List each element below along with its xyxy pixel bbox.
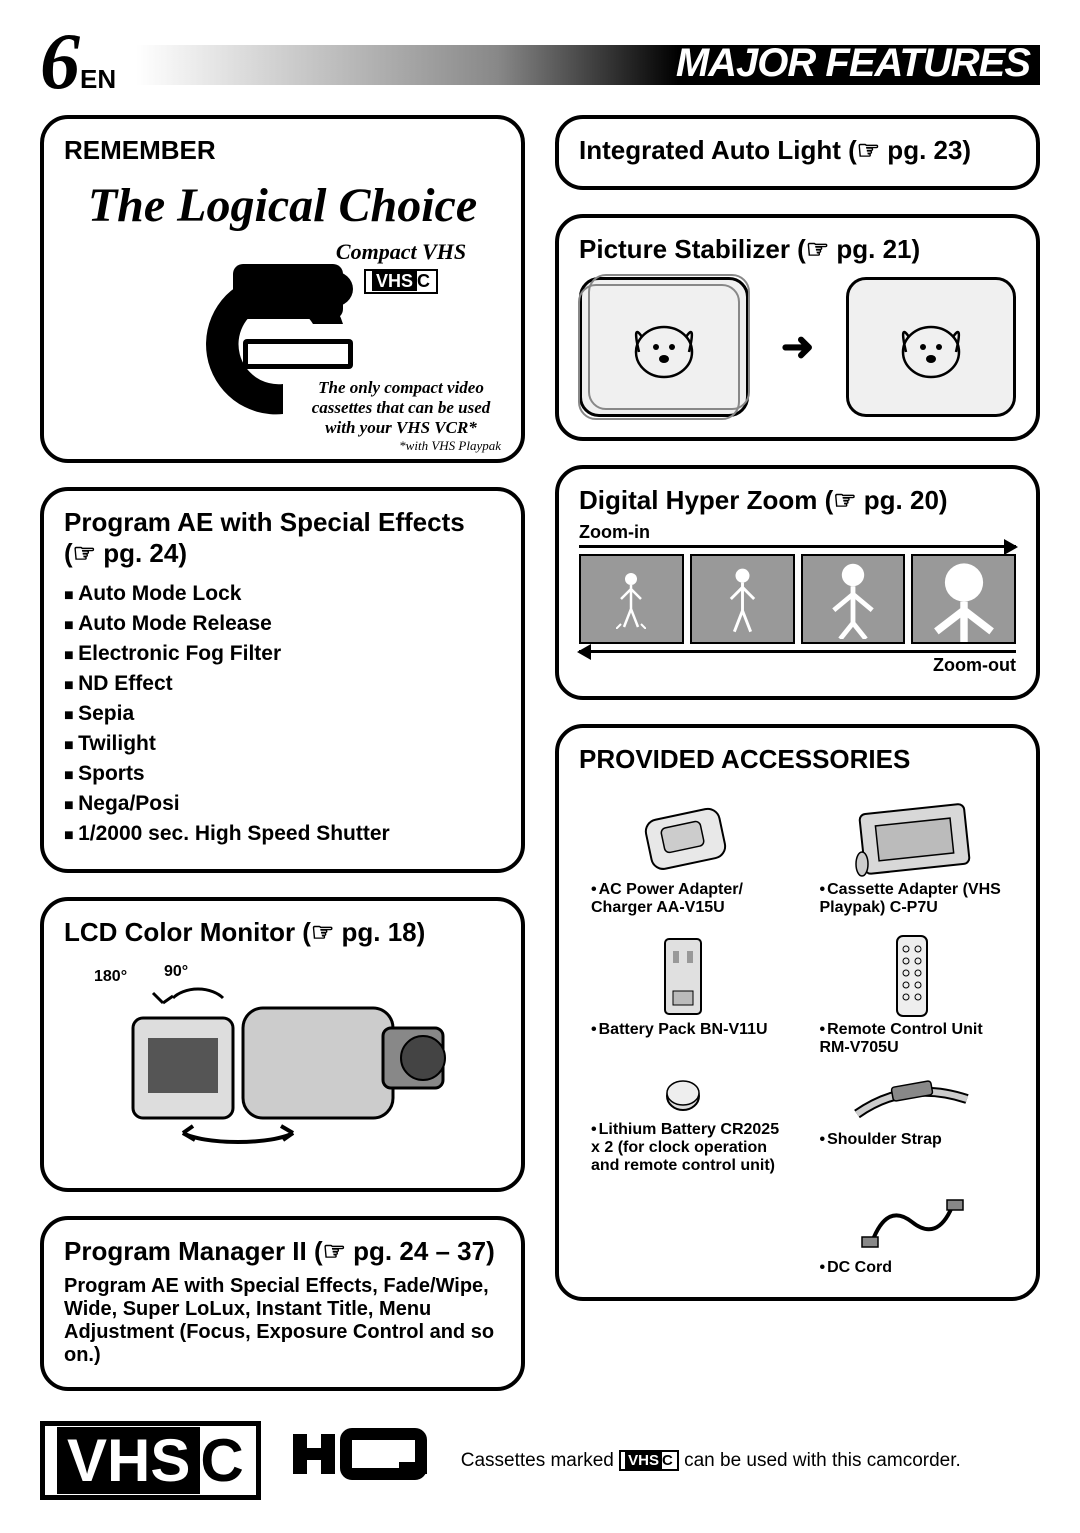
lcd-box: LCD Color Monitor (☞ pg. 18) 180° 90° — [40, 897, 525, 1192]
zoom-in-arrow — [579, 545, 1016, 548]
vhsc-badge: VHSC — [364, 269, 438, 294]
acc-label: Remote Control Unit RM-V705U — [808, 1021, 1017, 1057]
cassette-adapter-icon — [808, 791, 1017, 881]
accessories-box: PROVIDED ACCESSORIES AC Power Adapter/ C… — [555, 724, 1040, 1301]
accessories-grid: AC Power Adapter/ Charger AA-V15U Casset… — [579, 791, 1016, 1277]
stable-frame — [846, 277, 1016, 417]
acc-cassette-adapter: Cassette Adapter (VHS Playpak) C-P7U — [808, 791, 1017, 917]
lcd-graphic: 180° 90° — [64, 948, 501, 1168]
page-number-block: 6EN — [40, 30, 116, 95]
zoom-frame-2 — [690, 554, 795, 644]
acc-lithium: Lithium Battery CR2025 x 2 (for clock op… — [579, 1071, 788, 1175]
acc-label: Shoulder Strap — [808, 1131, 1017, 1149]
arrow-icon: ➜ — [781, 324, 815, 370]
ae-item: Electronic Fog Filter — [64, 639, 501, 669]
only-compact-text: The only compact video cassettes that ca… — [301, 378, 501, 438]
page-lang: EN — [80, 64, 116, 94]
logical-choice-headline: The Logical Choice — [64, 178, 501, 233]
zoom-title: Digital Hyper Zoom (☞ pg. 20) — [579, 485, 1016, 516]
ae-item: Sepia — [64, 699, 501, 729]
program-ae-title: Program AE with Special Effects (☞ pg. 2… — [64, 507, 501, 569]
stabilizer-title: Picture Stabilizer (☞ pg. 21) — [579, 234, 1016, 265]
shaky-frame — [579, 277, 749, 417]
zoom-out-label: Zoom-out — [579, 655, 1016, 676]
acc-remote: Remote Control Unit RM-V705U — [808, 931, 1017, 1057]
stabilizer-box: Picture Stabilizer (☞ pg. 21) ➜ — [555, 214, 1040, 441]
hq-logo — [291, 1424, 431, 1498]
ac-adapter-icon — [579, 791, 788, 881]
acc-label: Lithium Battery CR2025 x 2 (for clock op… — [579, 1121, 788, 1175]
remote-icon — [808, 931, 1017, 1021]
ae-item: ND Effect — [64, 669, 501, 699]
zoom-frame-1 — [579, 554, 684, 644]
acc-ac-adapter: AC Power Adapter/ Charger AA-V15U — [579, 791, 788, 917]
remember-right-text: Compact VHS VHSC The only compact video … — [301, 239, 501, 454]
zoom-in-label: Zoom-in — [579, 522, 1016, 543]
accessories-title: PROVIDED ACCESSORIES — [579, 744, 1016, 775]
remember-graphic: Compact VHS VHSC The only compact video … — [64, 239, 501, 439]
header-title-wrap: MAJOR FEATURES — [136, 35, 1040, 95]
lithium-battery-icon — [579, 1071, 788, 1121]
ae-item: Auto Mode Release — [64, 609, 501, 639]
dog-icon — [624, 307, 704, 387]
shoulder-strap-icon — [808, 1071, 1017, 1131]
vhsc-logo: VHSC — [40, 1421, 261, 1500]
zoom-box: Digital Hyper Zoom (☞ pg. 20) Zoom-in — [555, 465, 1040, 700]
acc-label: Cassette Adapter (VHS Playpak) C-P7U — [808, 881, 1017, 917]
right-column: Integrated Auto Light (☞ pg. 23) Picture… — [555, 115, 1040, 1391]
ae-item: Twilight — [64, 729, 501, 759]
dc-cord-icon — [808, 1189, 1017, 1259]
dog-icon — [891, 307, 971, 387]
acc-battery: Battery Pack BN-V11U — [579, 931, 788, 1057]
zoom-out-arrow — [579, 650, 1016, 653]
header-title: MAJOR FEATURES — [676, 41, 1030, 86]
asterisk-note: *with VHS Playpak — [301, 438, 501, 454]
page-footer: VHSC Cassettes marked VHSC can be used w… — [40, 1421, 1040, 1500]
auto-light-title: Integrated Auto Light (☞ pg. 23) — [579, 135, 1016, 166]
remember-box: REMEMBER The Logical Choice Compact VHS … — [40, 115, 525, 463]
stabilizer-row: ➜ — [579, 277, 1016, 417]
zoom-frames-row — [579, 554, 1016, 644]
zoom-frame-4 — [911, 554, 1016, 644]
acc-label: Battery Pack BN-V11U — [579, 1021, 788, 1039]
auto-light-box: Integrated Auto Light (☞ pg. 23) — [555, 115, 1040, 190]
vhsc-inline-badge: VHSC — [619, 1450, 679, 1471]
ae-item: Nega/Posi — [64, 789, 501, 819]
program-manager-title: Program Manager II (☞ pg. 24 – 37) — [64, 1236, 501, 1267]
angle-90-label: 90° — [164, 963, 188, 981]
compact-vhs-label: Compact VHS — [301, 239, 501, 265]
acc-empty — [579, 1189, 788, 1277]
acc-dc-cord: DC Cord — [808, 1189, 1017, 1277]
lcd-title: LCD Color Monitor (☞ pg. 18) — [64, 917, 501, 948]
program-manager-box: Program Manager II (☞ pg. 24 – 37) Progr… — [40, 1216, 525, 1391]
footer-note: Cassettes marked VHSC can be used with t… — [461, 1450, 1040, 1472]
acc-label: AC Power Adapter/ Charger AA-V15U — [579, 881, 788, 917]
program-ae-box: Program AE with Special Effects (☞ pg. 2… — [40, 487, 525, 873]
ae-item: Auto Mode Lock — [64, 579, 501, 609]
page-header: 6EN MAJOR FEATURES — [40, 30, 1040, 95]
acc-label: DC Cord — [808, 1259, 1017, 1277]
zoom-frame-3 — [801, 554, 906, 644]
angle-180-label: 180° — [94, 968, 127, 986]
ae-item: Sports — [64, 759, 501, 789]
ae-item: 1/2000 sec. High Speed Shutter — [64, 819, 501, 849]
left-column: REMEMBER The Logical Choice Compact VHS … — [40, 115, 525, 1391]
page-number: 6 — [40, 18, 80, 106]
program-ae-list: Auto Mode Lock Auto Mode Release Electro… — [64, 579, 501, 849]
battery-icon — [579, 931, 788, 1021]
remember-title: REMEMBER — [64, 135, 501, 166]
program-manager-desc: Program AE with Special Effects, Fade/Wi… — [64, 1275, 501, 1367]
camcorder-icon — [113, 968, 453, 1148]
acc-strap: Shoulder Strap — [808, 1071, 1017, 1175]
hq-logo-icon — [291, 1424, 431, 1484]
